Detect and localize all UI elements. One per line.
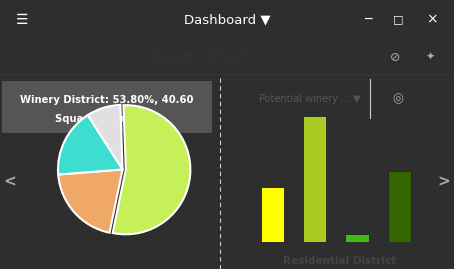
Text: Potential winery ... ▼: Potential winery ... ▼: [259, 94, 361, 104]
Text: Residential District: Residential District: [283, 256, 397, 266]
Bar: [388, 171, 411, 242]
Bar: [345, 234, 369, 242]
Text: ⊘: ⊘: [390, 51, 400, 64]
Text: ─: ─: [364, 13, 372, 26]
Bar: [2, 81, 212, 133]
Text: Dashboard ▼: Dashboard ▼: [184, 13, 270, 26]
Text: <: <: [4, 174, 16, 189]
Text: ☰: ☰: [16, 12, 28, 27]
Text: Design Chart: Design Chart: [152, 50, 248, 65]
Text: ◎: ◎: [393, 92, 404, 105]
Bar: [261, 187, 284, 242]
Text: □: □: [393, 15, 403, 24]
Text: Winery District: 53.80%, 40.60: Winery District: 53.80%, 40.60: [20, 95, 194, 105]
Wedge shape: [113, 105, 190, 234]
Text: Square Kilometers: Square Kilometers: [54, 114, 159, 124]
Text: ×: ×: [426, 12, 438, 27]
Wedge shape: [58, 169, 123, 233]
Bar: [303, 116, 326, 242]
Wedge shape: [58, 115, 123, 175]
Text: ▐▌: ▐▌: [189, 95, 202, 104]
Wedge shape: [88, 105, 123, 169]
Text: ✦: ✦: [425, 52, 434, 62]
Text: >: >: [438, 174, 450, 189]
